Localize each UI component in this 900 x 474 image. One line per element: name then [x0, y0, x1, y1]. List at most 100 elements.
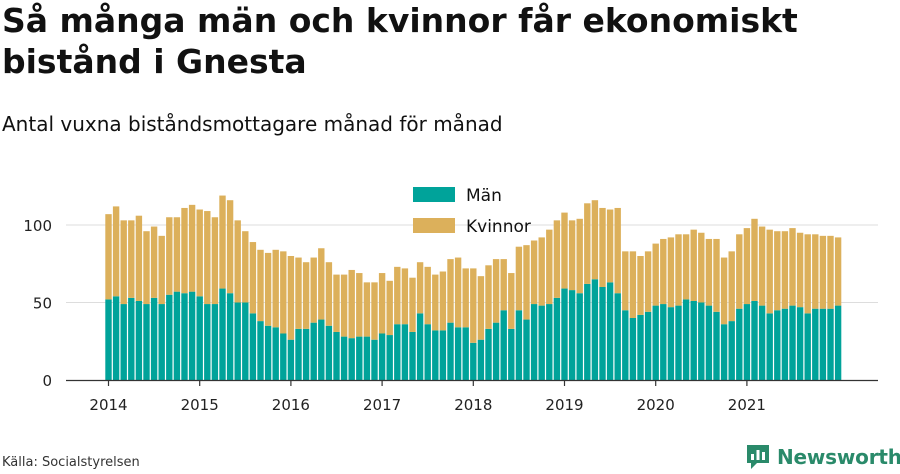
bar-men	[356, 336, 363, 380]
bar-men	[310, 322, 317, 380]
bar-men	[629, 318, 637, 380]
bar-men	[409, 331, 416, 380]
bar-women	[432, 274, 439, 331]
bar-men	[637, 314, 644, 380]
bar-men	[257, 321, 264, 380]
bar-women	[804, 234, 811, 314]
bar-women	[812, 234, 819, 309]
bar-men	[553, 297, 561, 380]
source-note: Källa: Socialstyrelsen	[2, 455, 140, 470]
bar-men	[728, 321, 735, 380]
bar-men	[690, 300, 697, 380]
bar-women	[310, 257, 317, 323]
bar-women	[257, 249, 264, 322]
bar-men	[758, 305, 766, 380]
bar-women	[105, 214, 112, 300]
bar-women	[447, 259, 454, 323]
bar-men	[242, 302, 249, 380]
bar-women	[652, 243, 659, 306]
bar-women	[660, 238, 667, 305]
bar-women	[112, 206, 120, 297]
x-tick-label: 2020	[637, 396, 675, 414]
bar-women	[211, 217, 219, 305]
bar-women	[508, 273, 515, 329]
bar-men	[614, 293, 621, 380]
bar-men	[135, 300, 143, 380]
brand-logo[interactable]: Newsworthy	[745, 443, 900, 471]
bar-men	[485, 328, 492, 380]
bar-men	[318, 319, 325, 380]
legend-label: Män	[466, 186, 502, 206]
bar-women	[599, 207, 606, 287]
bar-men	[295, 328, 302, 380]
bar-women	[827, 235, 834, 309]
x-tick-label: 2019	[545, 396, 583, 414]
bar-women	[371, 282, 378, 340]
bar-women	[150, 226, 158, 298]
bar-men	[812, 308, 819, 380]
bar-women	[378, 273, 386, 334]
bar-men	[652, 305, 659, 380]
bar-men	[173, 291, 181, 380]
bar-men	[143, 304, 150, 380]
bar-men	[188, 291, 196, 380]
bar-men	[454, 327, 462, 380]
bar-women	[477, 276, 485, 340]
bar-men	[150, 297, 158, 380]
y-tick-label: 50	[33, 295, 52, 313]
bar-men	[226, 293, 234, 380]
bar-men	[538, 305, 545, 380]
bar-women	[743, 228, 751, 305]
bar-women	[698, 232, 705, 303]
bar-men	[128, 297, 135, 380]
bar-men	[112, 296, 120, 380]
bar-men	[720, 324, 728, 380]
bar-men	[432, 330, 439, 380]
bar-women	[394, 266, 401, 325]
bar-men	[660, 304, 667, 380]
bar-women	[819, 235, 827, 309]
bar-men	[416, 313, 424, 380]
bar-women	[622, 251, 629, 311]
bar-men	[774, 310, 781, 380]
bar-men	[515, 310, 523, 380]
bar-women	[386, 280, 393, 336]
bar-men	[371, 339, 378, 380]
bar-men	[302, 328, 310, 380]
bar-women	[173, 217, 181, 292]
chart-title: Så många män och kvinnor får ekonomiskt …	[2, 1, 798, 81]
bar-men	[166, 294, 173, 380]
legend-swatch	[413, 218, 455, 233]
legend-swatch	[413, 187, 455, 202]
bar-men	[606, 282, 614, 380]
bar-women	[789, 228, 796, 306]
bar-men	[599, 287, 606, 380]
bar-women	[546, 229, 553, 305]
x-tick-label: 2017	[363, 396, 401, 414]
bar-men	[386, 335, 393, 380]
bar-women	[226, 200, 234, 294]
bar-men	[181, 293, 188, 380]
bar-men	[751, 300, 758, 380]
bar-women	[530, 240, 538, 305]
bar-women	[234, 220, 241, 303]
bar-women	[728, 251, 735, 322]
bar-men	[675, 305, 682, 380]
bar-men	[394, 324, 401, 380]
y-tick-label: 0	[42, 372, 52, 390]
bar-men	[743, 304, 751, 380]
bar-men	[211, 304, 219, 380]
bar-women	[318, 248, 325, 320]
x-tick-label: 2015	[181, 396, 219, 414]
bar-men	[325, 325, 333, 380]
bar-men	[477, 339, 485, 380]
bar-women	[682, 234, 690, 300]
bar-women	[720, 257, 728, 325]
bar-men	[834, 305, 842, 380]
bar-women	[401, 268, 409, 325]
bar-women	[485, 265, 492, 329]
bar-women	[736, 234, 743, 309]
bar-men	[644, 311, 652, 380]
bar-men	[340, 336, 348, 380]
bar-women	[515, 246, 523, 311]
